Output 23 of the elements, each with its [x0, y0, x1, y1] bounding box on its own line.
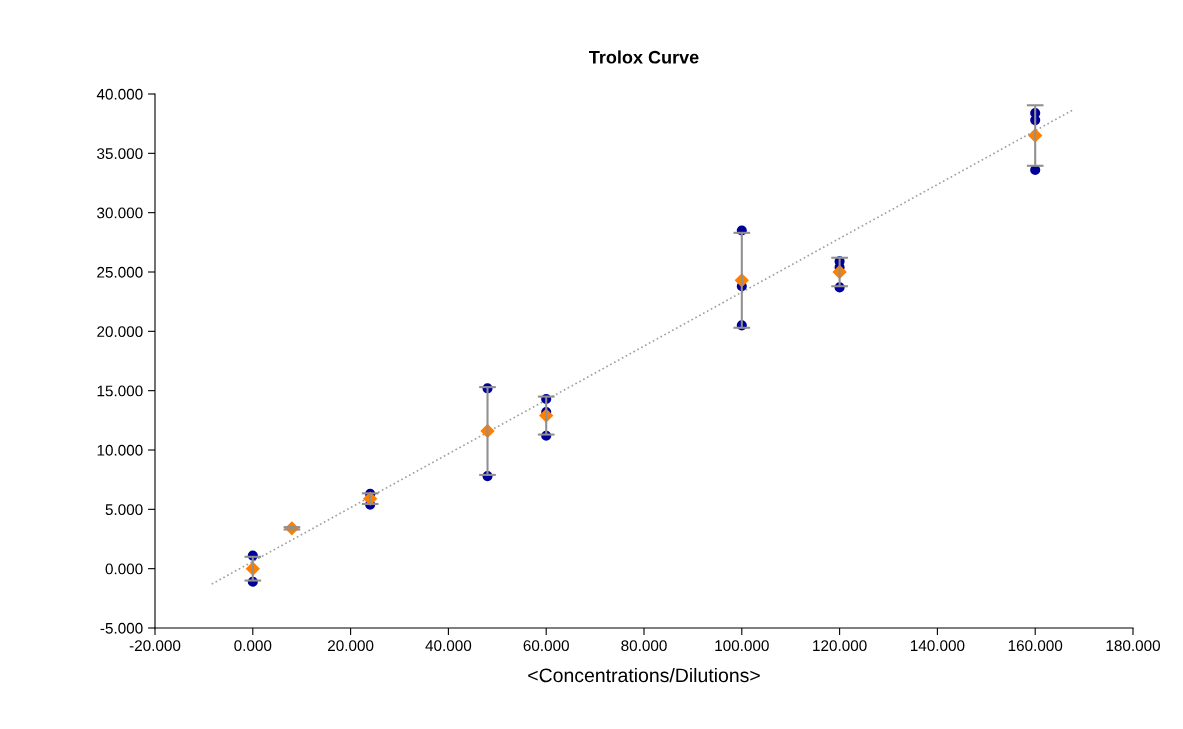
x-axis-title: <Concentrations/Dilutions>: [528, 667, 760, 683]
y-tick-label: 35.000: [97, 148, 143, 160]
chart-title: Trolox Curve: [589, 50, 699, 64]
x-tick-label: 140.000: [910, 640, 965, 652]
y-tick-label: 15.000: [97, 385, 143, 397]
x-tick-label: 120.000: [813, 640, 867, 652]
y-tick-label: 40.000: [96, 88, 143, 100]
y-tick-label: 25.000: [97, 266, 143, 278]
x-tick-label: 180.000: [1106, 640, 1161, 652]
y-tick-label: 5.000: [105, 504, 143, 516]
x-tick-label: 60.000: [523, 640, 569, 652]
x-tick-label: 0.000: [234, 640, 272, 652]
x-tick-label: -20.000: [129, 640, 181, 652]
y-tick-label: 10.000: [97, 444, 143, 456]
x-tick-label: 20.000: [328, 640, 374, 652]
x-tick-label: 160.000: [1008, 640, 1063, 652]
y-tick-label: -5.000: [100, 622, 143, 634]
y-tick-label: 20.000: [97, 326, 143, 338]
y-tick-label: 0.000: [105, 563, 143, 575]
y-tick-label: 30.000: [97, 207, 143, 219]
x-tick-label: 100.000: [715, 640, 769, 652]
x-tick-label: 80.000: [621, 640, 667, 652]
x-tick-label: 40.000: [425, 640, 472, 652]
